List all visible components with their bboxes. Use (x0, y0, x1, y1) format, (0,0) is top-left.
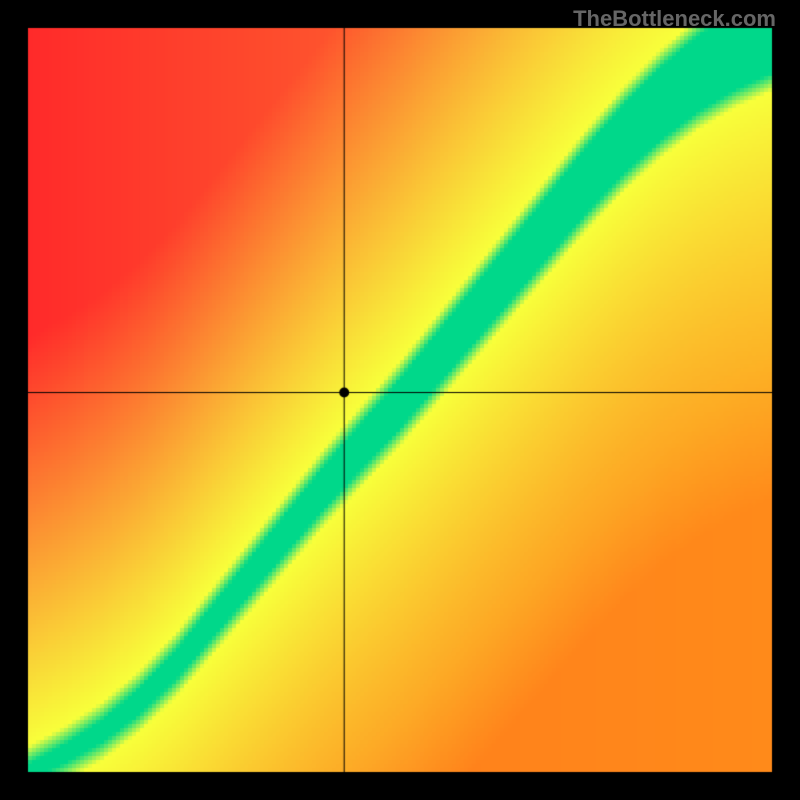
attribution-label: TheBottleneck.com (573, 6, 776, 32)
heatmap-canvas (0, 0, 800, 800)
chart-container: TheBottleneck.com (0, 0, 800, 800)
